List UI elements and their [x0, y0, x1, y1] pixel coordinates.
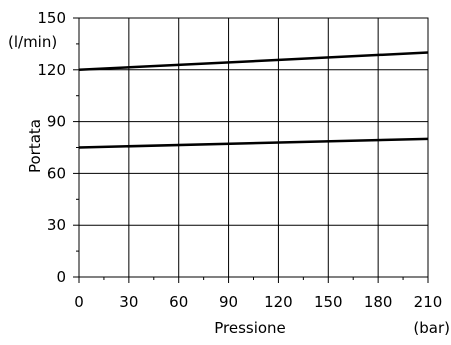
series-lines — [78, 51, 429, 149]
y-tick-label: 0 — [56, 268, 66, 286]
y-tick-label: 60 — [47, 164, 66, 182]
x-tick-label: 30 — [119, 293, 138, 311]
x-axis-label: Pressione — [214, 319, 286, 337]
series-line-1 — [78, 51, 429, 72]
y-unit-label: (l/min) — [8, 33, 57, 51]
y-tick-label: 150 — [37, 9, 66, 27]
x-tick-label: 120 — [264, 293, 293, 311]
x-tick-label: 150 — [314, 293, 343, 311]
x-unit-label: (bar) — [413, 319, 450, 337]
y-tick-label: 30 — [47, 216, 66, 234]
minor-ticks — [76, 43, 404, 280]
series-line-2 — [78, 137, 429, 149]
x-tick-label: 0 — [74, 293, 84, 311]
x-tick-label: 210 — [414, 293, 443, 311]
y-tick-label: 90 — [47, 113, 66, 131]
grid — [73, 17, 429, 283]
y-axis-label: Portata — [26, 119, 44, 173]
x-tick-label: 180 — [364, 293, 393, 311]
x-tick-label: 60 — [169, 293, 188, 311]
x-tick-label: 90 — [219, 293, 238, 311]
plot-frame — [78, 17, 429, 278]
y-tick-label: 120 — [37, 61, 66, 79]
tick-labels: 0 30 60 90 120 150 180 210 0 30 60 90 120 150 — [37, 9, 442, 311]
